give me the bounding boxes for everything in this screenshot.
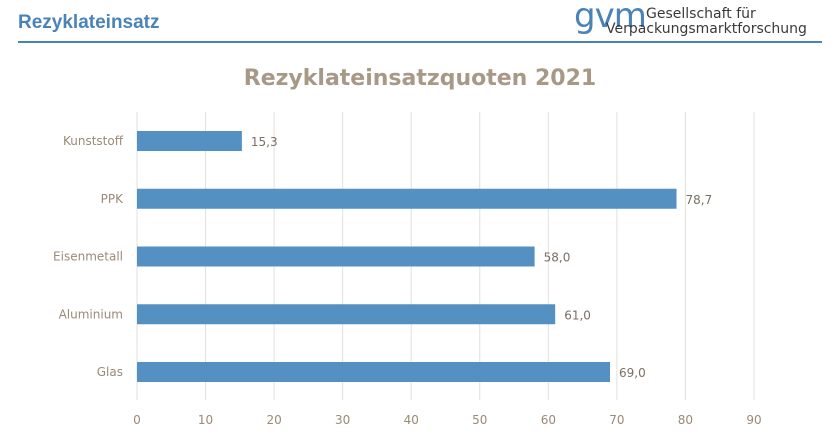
page-title: Rezyklateinsatz	[18, 12, 160, 33]
category-label-aluminium: Aluminium	[59, 307, 123, 321]
x-tick-label-80: 80	[678, 413, 693, 427]
bar-kunststoff	[137, 131, 242, 151]
category-label-eisenmetall: Eisenmetall	[53, 250, 123, 264]
chart-title: Rezyklateinsatzquoten 2021	[243, 66, 597, 91]
x-tick-label-40: 40	[404, 413, 419, 427]
bar-aluminium	[137, 304, 556, 325]
value-label-aluminium: 61,0	[564, 308, 591, 322]
logo-line-2: Verpackungsmarktforschung	[606, 21, 807, 37]
logo-line-1: Gesellschaft für	[646, 6, 756, 22]
x-tick-label-90: 90	[746, 413, 761, 427]
labels: 0 10 20 30 40 50 60 70 80 90 Kunststoff 15,3 PPK 78,7…	[53, 134, 762, 427]
category-label-kunststoff: Kunststoff	[63, 134, 124, 148]
x-tick-label-0: 0	[133, 413, 141, 427]
value-label-glas: 69,0	[619, 366, 646, 380]
category-label-glas: Glas	[97, 365, 123, 379]
category-label-ppk: PPK	[101, 192, 124, 206]
x-tick-label-50: 50	[472, 413, 487, 427]
x-tick-label-10: 10	[198, 413, 213, 427]
x-tick-label-70: 70	[609, 413, 624, 427]
value-label-kunststoff: 15,3	[251, 135, 278, 149]
bar-ppk	[137, 188, 677, 209]
bar-eisenmetall	[137, 246, 535, 267]
header-divider	[18, 41, 822, 43]
gvm-logo: gvm Gesellschaft für Verpackungsmarktfor…	[574, 0, 824, 40]
x-tick-label-20: 20	[266, 413, 281, 427]
logo-mark: gvm	[574, 0, 647, 36]
value-label-eisenmetall: 58,0	[544, 251, 571, 265]
x-tick-label-30: 30	[335, 413, 350, 427]
value-label-ppk: 78,7	[686, 193, 713, 207]
bars	[137, 131, 677, 382]
bar-glas	[137, 362, 611, 382]
x-tick-label-60: 60	[541, 413, 556, 427]
